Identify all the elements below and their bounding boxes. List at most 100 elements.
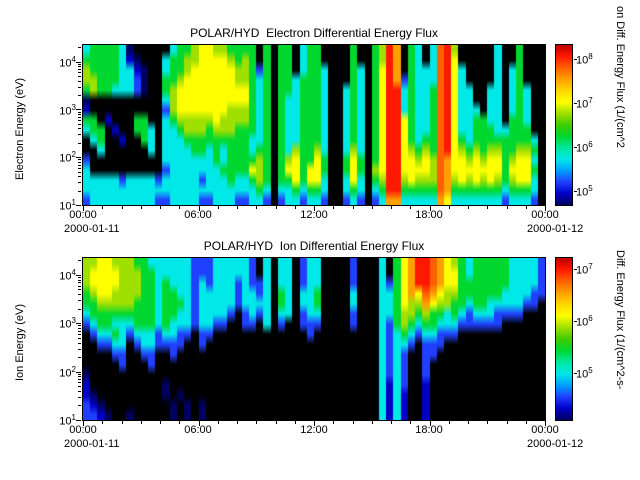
axis-tick (78, 386, 81, 387)
colorbar-tick-label: 107 (576, 96, 593, 111)
ion-plot-title: POLAR/HYD Ion Differential Energy Flux (203, 239, 425, 253)
colorbar-tick-label: 106 (576, 140, 593, 155)
axis-tick (391, 421, 392, 424)
tick-exp: 5 (588, 366, 593, 375)
axis-tick (78, 114, 81, 115)
axis-tick (78, 376, 81, 377)
date-label-left: 2000-01-11 (64, 223, 120, 235)
tick-base: 10 (59, 318, 72, 331)
tick-exp: 1 (71, 413, 76, 422)
axis-tick (102, 421, 103, 424)
tick-base: 10 (576, 54, 589, 67)
axis-tick (430, 421, 431, 426)
tick-base: 10 (576, 186, 589, 199)
electron-spectrogram (82, 44, 546, 206)
axis-tick (410, 206, 411, 209)
axis-tick (78, 294, 81, 295)
axis-tick (76, 109, 81, 110)
electron-colorbar-canvas (556, 45, 572, 205)
axis-tick (256, 421, 257, 424)
axis-tick (78, 300, 81, 301)
axis-tick (430, 206, 431, 211)
axis-tick (78, 81, 81, 82)
tick-base: 10 (576, 264, 589, 277)
tick-base: 10 (576, 368, 589, 381)
date-label-right: 2000-01-12 (527, 438, 584, 450)
axis-tick (78, 176, 81, 177)
axis-tick (78, 47, 81, 48)
tick-exp: 3 (71, 103, 76, 112)
axis-tick (78, 349, 81, 350)
x-tick-label: 00:00 (531, 424, 559, 436)
y-tick-label: 103 (44, 316, 76, 331)
y-tick-label: 101 (44, 198, 76, 213)
axis-tick (78, 159, 81, 160)
axis-tick (78, 112, 81, 113)
tick-exp: 3 (71, 316, 76, 325)
axis-tick (314, 206, 315, 211)
axis-tick (78, 379, 81, 380)
axis-tick (78, 260, 81, 261)
axis-tick (102, 206, 103, 209)
axis-tick (78, 391, 81, 392)
x-tick-label: 18:00 (415, 424, 443, 436)
axis-tick (218, 206, 219, 209)
axis-tick (333, 206, 334, 209)
axis-tick (78, 191, 81, 192)
axis-tick (141, 421, 142, 424)
axis-tick (78, 286, 81, 287)
axis-tick (78, 325, 81, 326)
axis-tick (574, 269, 577, 270)
axis-tick (78, 72, 81, 73)
colorbar-tick-label: 108 (576, 52, 593, 67)
axis-tick (78, 124, 81, 125)
axis-tick (160, 421, 161, 424)
tick-base: 10 (59, 105, 72, 118)
axis-tick (410, 421, 411, 424)
tick-base: 10 (59, 270, 72, 283)
axis-tick (78, 382, 81, 383)
axis-tick (276, 206, 277, 209)
axis-tick (353, 206, 354, 209)
y-tick-label: 103 (44, 103, 76, 118)
ion-y-axis-label: Ion Energy (eV) (14, 303, 26, 381)
electron-plot-title: POLAR/HYD Electron Differential Energy F… (190, 26, 438, 40)
axis-tick (78, 162, 81, 163)
axis-tick (141, 206, 142, 209)
colorbar-tick-label: 105 (576, 366, 593, 381)
axis-tick (295, 421, 296, 424)
axis-tick (391, 206, 392, 209)
axis-tick (78, 328, 81, 329)
axis-tick (372, 421, 373, 424)
axis-tick (78, 334, 81, 335)
axis-tick (76, 420, 81, 421)
tick-base: 10 (59, 57, 72, 70)
axis-tick (78, 66, 81, 67)
x-tick-label: 12:00 (300, 424, 328, 436)
tick-exp: 6 (588, 140, 593, 149)
tick-base: 10 (59, 200, 72, 213)
axis-tick (507, 421, 508, 424)
ion-spectrogram (82, 257, 546, 421)
axis-tick (78, 143, 81, 144)
axis-tick (78, 69, 81, 70)
tick-exp: 4 (71, 55, 76, 64)
axis-tick (76, 323, 81, 324)
axis-tick (574, 191, 577, 192)
y-tick-label: 102 (44, 150, 76, 165)
axis-tick (78, 95, 81, 96)
axis-tick (199, 421, 200, 426)
tick-base: 10 (576, 98, 589, 111)
x-tick-label: 00:00 (69, 209, 97, 221)
axis-tick (295, 206, 296, 209)
tick-exp: 2 (71, 365, 76, 374)
x-tick-label: 06:00 (184, 209, 212, 221)
ion-colorbar-unit-label: Diff. Energy Flux (1/(cm^2-s- (614, 250, 626, 390)
axis-tick (122, 421, 123, 424)
axis-tick (78, 182, 81, 183)
date-label-left: 2000-01-11 (64, 438, 120, 450)
tick-base: 10 (59, 415, 72, 428)
axis-tick (468, 421, 469, 424)
date-label-right: 2000-01-12 (527, 223, 584, 235)
axis-tick (78, 338, 81, 339)
